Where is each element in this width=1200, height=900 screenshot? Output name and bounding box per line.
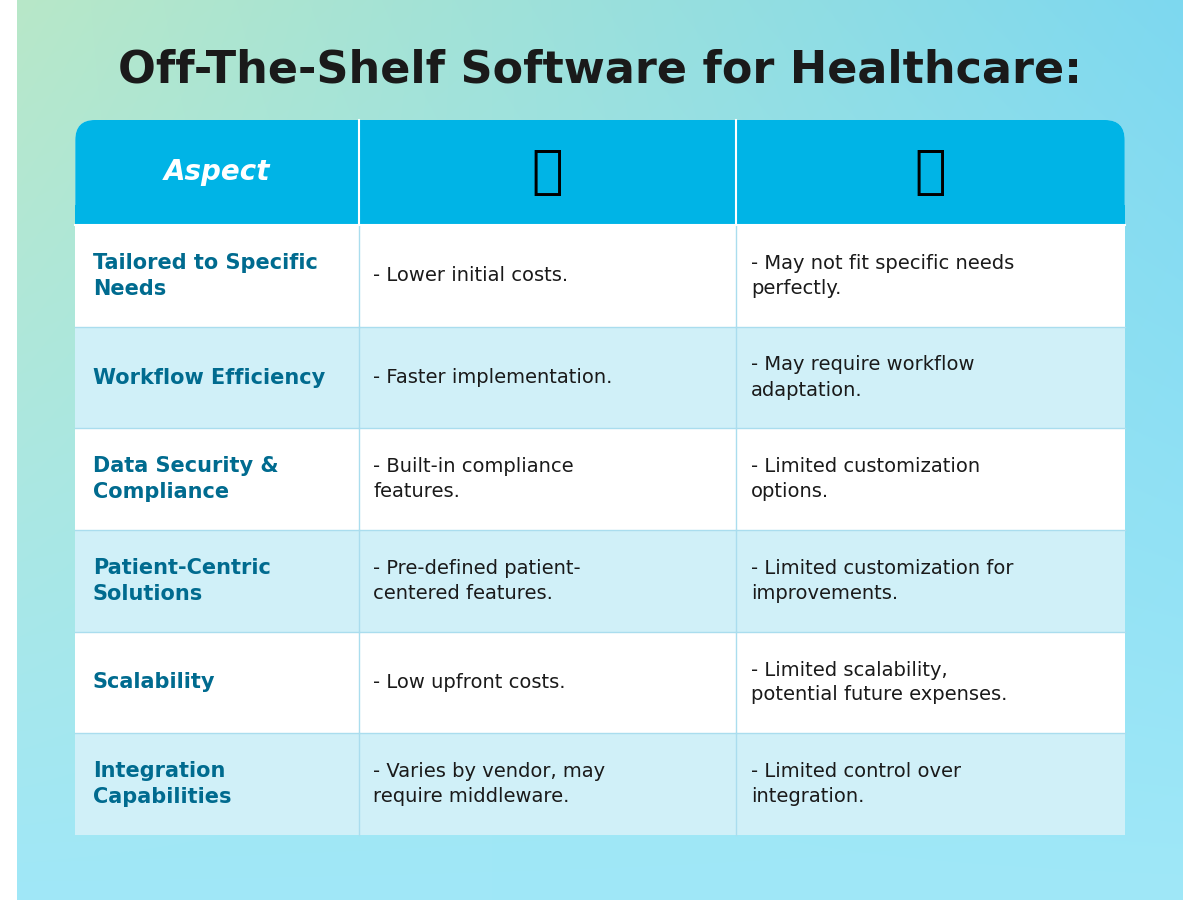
Bar	[76, 225, 1124, 327]
Bar	[76, 327, 1124, 428]
Bar	[76, 205, 1124, 225]
Text: - Pre-defined patient-
centered features.: - Pre-defined patient- centered features…	[373, 559, 581, 603]
Text: Patient-Centric
Solutions: Patient-Centric Solutions	[92, 558, 271, 604]
Bar	[76, 632, 1124, 734]
Text: Workflow Efficiency: Workflow Efficiency	[92, 367, 325, 388]
Text: - May require workflow
adaptation.: - May require workflow adaptation.	[751, 356, 974, 400]
Text: - Limited customization
options.: - Limited customization options.	[751, 457, 980, 501]
Text: ✅: ✅	[532, 147, 563, 199]
Text: - Limited customization for
improvements.: - Limited customization for improvements…	[751, 559, 1014, 603]
Text: - Limited scalability,
potential future expenses.: - Limited scalability, potential future …	[751, 661, 1007, 705]
Bar	[76, 530, 1124, 632]
Text: - Faster implementation.: - Faster implementation.	[373, 368, 612, 387]
Text: Tailored to Specific
Needs: Tailored to Specific Needs	[92, 253, 318, 299]
Text: - May not fit specific needs
perfectly.: - May not fit specific needs perfectly.	[751, 254, 1014, 298]
Text: - Varies by vendor, may
require middleware.: - Varies by vendor, may require middlewa…	[373, 762, 605, 806]
Bar	[76, 734, 1124, 835]
Text: Data Security &
Compliance: Data Security & Compliance	[92, 456, 278, 502]
Text: - Low upfront costs.: - Low upfront costs.	[373, 673, 565, 692]
Text: Aspect: Aspect	[163, 158, 270, 186]
FancyBboxPatch shape	[76, 120, 1124, 225]
Text: - Built-in compliance
features.: - Built-in compliance features.	[373, 457, 574, 501]
FancyBboxPatch shape	[76, 120, 1124, 835]
Text: ❌: ❌	[914, 147, 947, 199]
Text: Scalability: Scalability	[92, 672, 215, 692]
Text: - Lower initial costs.: - Lower initial costs.	[373, 266, 569, 285]
Text: Integration
Capabilities: Integration Capabilities	[92, 761, 232, 807]
Bar	[76, 428, 1124, 530]
Text: - Limited control over
integration.: - Limited control over integration.	[751, 762, 961, 806]
Text: Off-The-Shelf Software for Healthcare:: Off-The-Shelf Software for Healthcare:	[118, 49, 1082, 92]
